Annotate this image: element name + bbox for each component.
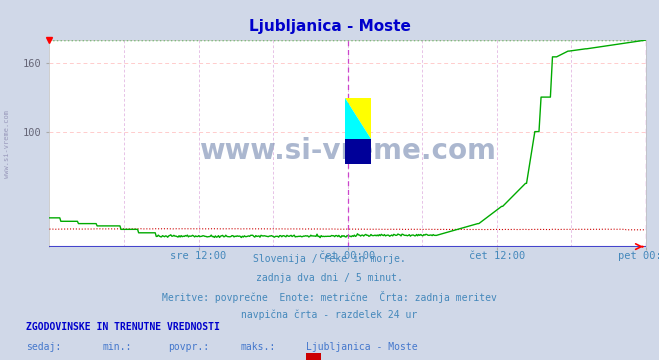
Text: ZGODOVINSKE IN TRENUTNE VREDNOSTI: ZGODOVINSKE IN TRENUTNE VREDNOSTI — [26, 322, 220, 332]
Text: Meritve: povprečne  Enote: metrične  Črta: zadnja meritev: Meritve: povprečne Enote: metrične Črta:… — [162, 291, 497, 303]
Polygon shape — [345, 98, 372, 139]
Bar — [345, 139, 372, 164]
Text: www.si-vreme.com: www.si-vreme.com — [3, 110, 10, 178]
Text: Ljubljanica - Moste: Ljubljanica - Moste — [248, 19, 411, 34]
Text: www.si-vreme.com: www.si-vreme.com — [199, 138, 496, 165]
Text: sedaj:: sedaj: — [26, 342, 61, 352]
Text: povpr.:: povpr.: — [168, 342, 209, 352]
Text: maks.:: maks.: — [241, 342, 275, 352]
Text: Slovenija / reke in morje.: Slovenija / reke in morje. — [253, 254, 406, 264]
Text: Ljubljanica - Moste: Ljubljanica - Moste — [306, 342, 418, 352]
Polygon shape — [345, 98, 372, 139]
Text: navpična črta - razdelek 24 ur: navpična črta - razdelek 24 ur — [241, 310, 418, 320]
Text: zadnja dva dni / 5 minut.: zadnja dva dni / 5 minut. — [256, 273, 403, 283]
Text: min.:: min.: — [102, 342, 132, 352]
